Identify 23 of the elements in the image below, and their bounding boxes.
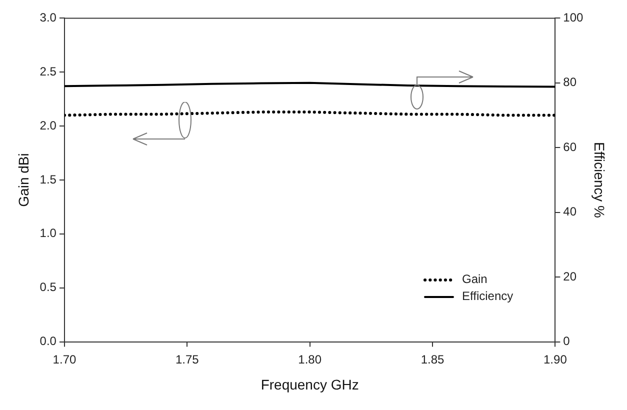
y2-tick-label: 0 [563,334,570,348]
legend-label: Gain [462,271,488,288]
y-tick-label: 3.0 [40,10,57,25]
y2-tick-label: 40 [563,204,577,219]
y2-tick-label: 60 [563,140,577,154]
x-tick-label: 1.80 [298,352,322,366]
y2-axis-title: Efficiency % [592,142,608,218]
y2-tick-label: 100 [563,10,584,25]
y-tick-label: 1.0 [40,226,57,240]
y-axis-title: Gain dBi [15,153,32,207]
x-tick-label: 1.85 [420,352,445,366]
x-tick-label: 1.70 [52,352,76,366]
legend-label: Efficiency [462,288,514,305]
y-tick-label: 2.5 [40,64,57,78]
y-tick-label: 2.0 [40,118,57,132]
y-tick-label: 0.0 [40,334,57,348]
x-axis-title: Frequency GHz [260,376,359,392]
x-tick-label: 1.90 [544,352,568,366]
x-tick-label: 1.75 [175,352,200,366]
y2-tick-label: 20 [563,269,577,284]
y-tick-label: 0.5 [40,280,57,294]
y-tick-label: 1.5 [40,172,57,186]
y2-tick-label: 80 [563,75,577,90]
